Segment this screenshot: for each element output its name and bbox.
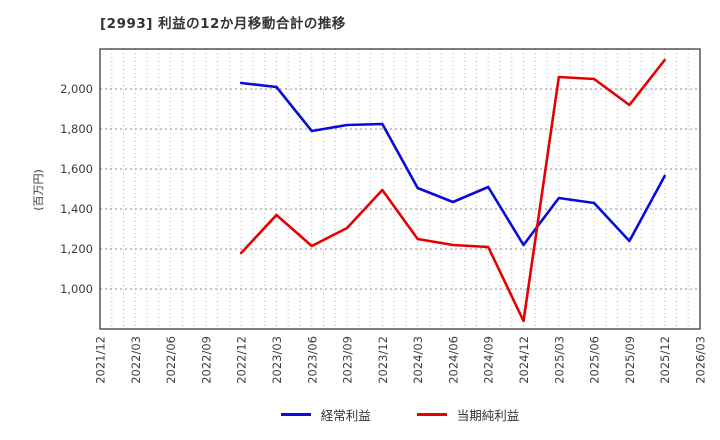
x-axis-tick-label: 2024/06: [446, 336, 460, 384]
series-line-1: [239, 58, 667, 323]
x-axis-tick-label: 2022/06: [164, 336, 178, 384]
x-axis-tick-label: 2025/03: [552, 336, 566, 384]
x-axis-tick-label: 2023/09: [341, 336, 355, 384]
legend-label: 経常利益: [320, 408, 371, 423]
legend-line-swatch-red: [416, 413, 447, 416]
plot-border: [99, 48, 701, 330]
x-axis-tick-label: 2025/12: [658, 336, 672, 384]
x-axis-tick-label: 2023/12: [376, 336, 390, 384]
x-axis-tick-label: 2022/03: [129, 336, 143, 384]
y-axis-tick-label: 2,000: [60, 82, 93, 96]
x-axis-tick-label: 2026/03: [694, 336, 708, 384]
y-axis-tick-label: 1,200: [60, 242, 93, 256]
x-axis-tick-label: 2022/12: [235, 336, 249, 384]
x-axis-tick-label: 2024/12: [517, 336, 531, 384]
x-axis-tick-label: 2024/03: [411, 336, 425, 384]
y-axis-tick-label: 1,400: [60, 202, 93, 216]
y-axis-tick-label: 1,800: [60, 122, 93, 136]
legend-line-swatch-blue: [280, 413, 311, 416]
x-axis-tick-label: 2021/12: [94, 336, 108, 384]
x-axis-tick-label: 2022/09: [199, 336, 213, 384]
x-axis-tick-label: 2025/09: [623, 336, 637, 384]
x-axis-tick-label: 2024/09: [482, 336, 496, 384]
y-axis-tick-label: 1,600: [60, 162, 93, 176]
x-axis-tick-label: 2023/03: [270, 336, 284, 384]
chart-legend: 経常利益 当期純利益: [100, 405, 700, 424]
series-line-0: [239, 81, 667, 247]
y-axis-title: (百万円): [32, 169, 45, 211]
y-axis-tick-label: 1,000: [60, 282, 93, 296]
legend-item-net-income: 当期純利益: [416, 405, 520, 424]
x-axis-tick-label: 2023/06: [305, 336, 319, 384]
legend-label: 当期純利益: [456, 408, 520, 423]
x-axis-tick-label: 2025/06: [588, 336, 602, 384]
chart-title: [2993] 利益の12か月移動合計の推移: [100, 16, 346, 32]
legend-item-ordinary-profit: 経常利益: [280, 405, 371, 424]
